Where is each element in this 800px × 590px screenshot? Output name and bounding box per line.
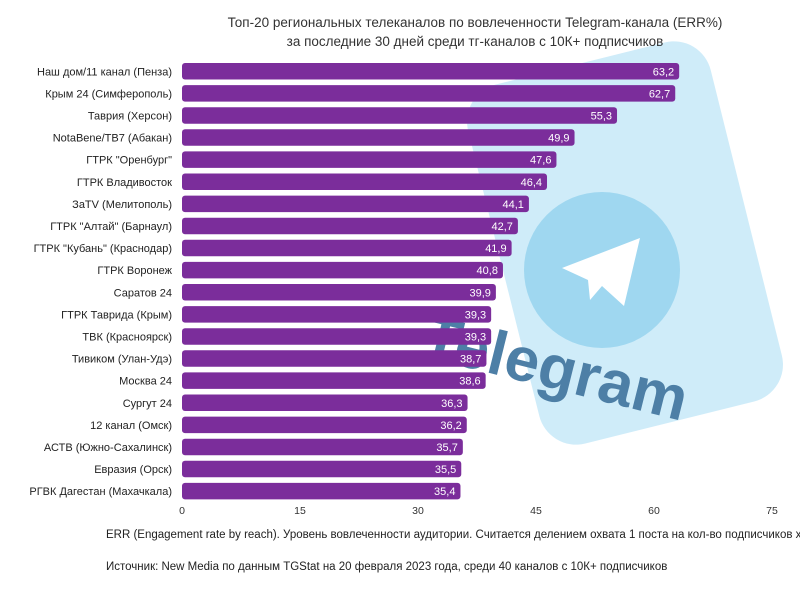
bar-value-label: 55,3 xyxy=(591,110,612,122)
x-tick-label: 60 xyxy=(648,505,660,517)
source-note: Источник: New Media по данным TGStat на … xyxy=(106,561,668,573)
bar xyxy=(182,350,487,367)
bar-value-label: 39,9 xyxy=(469,287,490,299)
bar xyxy=(182,173,548,190)
bar-value-label: 49,9 xyxy=(548,133,569,145)
bar xyxy=(182,394,468,411)
category-label: Москва 24 xyxy=(119,376,172,388)
bar-value-label: 38,6 xyxy=(459,376,480,388)
paper-plane-icon xyxy=(562,238,640,306)
bar xyxy=(182,107,618,124)
bar xyxy=(182,129,575,146)
x-tick-label: 15 xyxy=(294,505,306,517)
x-tick-label: 0 xyxy=(179,505,185,517)
bar-value-label: 35,4 xyxy=(434,486,455,498)
bar-value-label: 36,3 xyxy=(441,398,462,410)
category-label: Наш дом/11 канал (Пенза) xyxy=(37,66,172,78)
bar xyxy=(182,217,518,235)
bar-value-label: 39,3 xyxy=(465,309,486,321)
bar-value-label: 63,2 xyxy=(653,66,674,78)
bar-value-label: 44,1 xyxy=(502,199,523,211)
category-label: ТВК (Красноярск) xyxy=(82,331,172,343)
category-label: ГТРК "Алтай" (Барнаул) xyxy=(50,221,172,233)
bar xyxy=(182,460,462,478)
x-tick-label: 45 xyxy=(530,505,542,517)
bar-value-label: 47,6 xyxy=(530,155,551,167)
bar xyxy=(182,151,557,168)
category-label: ГТРК "Оренбург" xyxy=(86,155,172,167)
category-label: АСТВ (Южно-Сахалинск) xyxy=(44,442,172,454)
bar xyxy=(182,306,492,323)
bar-value-label: 39,3 xyxy=(465,331,486,343)
bar-value-label: 40,8 xyxy=(477,265,498,277)
x-tick-label: 30 xyxy=(412,505,424,517)
x-tick-label: 75 xyxy=(766,505,778,517)
chart-title-line-2: за последние 30 дней среди тг-каналов с … xyxy=(287,34,664,49)
bar-value-label: 35,5 xyxy=(435,464,456,476)
category-label: ГТРК Воронеж xyxy=(97,265,172,277)
bar-value-label: 38,7 xyxy=(460,354,481,366)
bar xyxy=(182,63,680,80)
x-axis-ticks: 0 15 30 45 60 75 xyxy=(179,505,778,517)
err-definition-note: ERR (Engagement rate by reach). Уровень … xyxy=(106,529,800,541)
category-label: NotaBene/ТВ7 (Абакан) xyxy=(53,133,172,145)
bar-value-label: 42,7 xyxy=(491,221,512,233)
category-label: Сургут 24 xyxy=(123,398,172,410)
category-label: ГТРК Таврида (Крым) xyxy=(61,309,172,321)
bar xyxy=(182,284,496,301)
category-label: ГТРК Владивосток xyxy=(77,177,172,189)
bars-group: 63,2 62,7 55,3 49,9 47,6 46,4 44,1 42,7 41,9 40,8… xyxy=(182,63,680,500)
bar-value-label: 62,7 xyxy=(649,88,670,100)
category-label: РГВК Дагестан (Махачкала) xyxy=(29,486,172,498)
category-label: 12 канал (Омск) xyxy=(90,420,172,432)
chart-title-line-1: Топ-20 региональных телеканалов по вовле… xyxy=(228,15,723,30)
category-label: Крым 24 (Симферополь) xyxy=(45,88,172,100)
category-labels: Наш дом/11 канал (Пенза) Крым 24 (Симферо… xyxy=(29,66,172,498)
category-label: ГТРК "Кубань" (Краснодар) xyxy=(34,243,172,255)
category-label: Евразия (Орск) xyxy=(94,464,172,476)
bar xyxy=(182,372,486,389)
bar-value-label: 41,9 xyxy=(485,243,506,255)
category-label: ЗаTV (Мелитополь) xyxy=(72,199,172,211)
bar-value-label: 35,7 xyxy=(436,442,457,454)
bar xyxy=(182,261,503,279)
bar xyxy=(182,195,529,213)
category-label: Таврия (Херсон) xyxy=(88,110,172,122)
bar xyxy=(182,416,467,434)
category-label: Саратов 24 xyxy=(114,287,172,299)
bar xyxy=(182,328,492,345)
bar-value-label: 36,2 xyxy=(440,420,461,432)
bar xyxy=(182,85,676,102)
bar xyxy=(182,438,463,456)
category-label: Тивиком (Улан-Удэ) xyxy=(72,354,172,366)
bar-value-label: 46,4 xyxy=(521,177,542,189)
bar xyxy=(182,482,461,500)
bar xyxy=(182,239,512,257)
